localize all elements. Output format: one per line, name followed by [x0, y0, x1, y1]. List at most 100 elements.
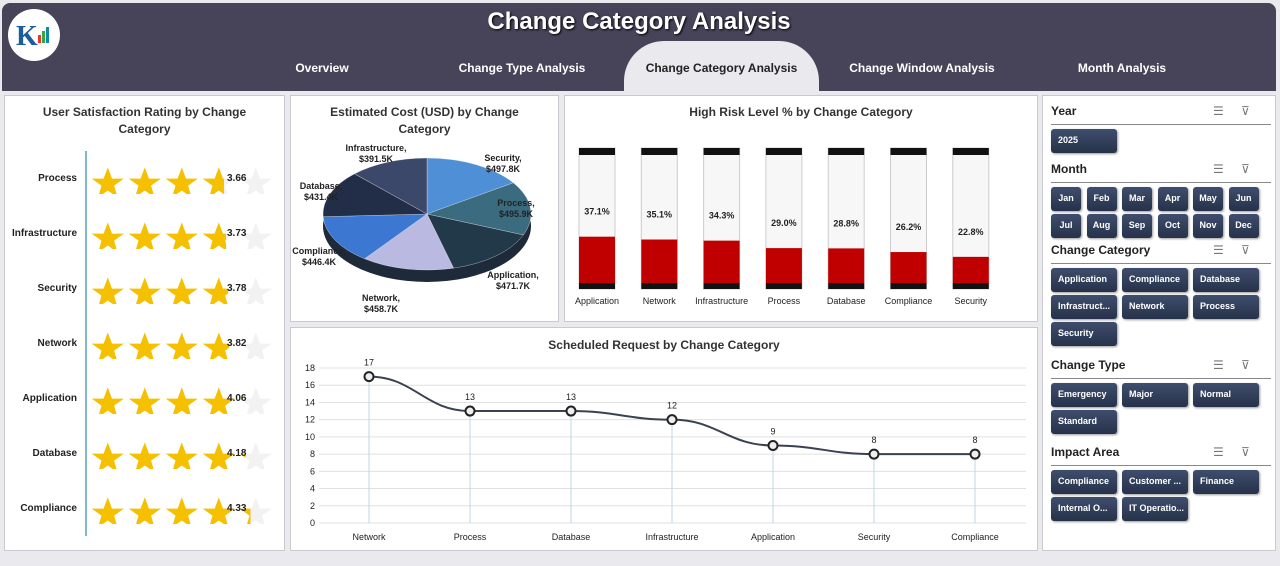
- clear-filter-icon[interactable]: ⊽: [1241, 104, 1250, 118]
- clear-filter-icon[interactable]: ⊽: [1241, 162, 1250, 176]
- slicer-button-impact[interactable]: IT Operatio...: [1122, 497, 1188, 521]
- risk-category-label: Compliance: [885, 296, 933, 306]
- star-icon: [165, 167, 198, 194]
- multi-select-icon[interactable]: ☰: [1213, 104, 1224, 118]
- slicer-button-category[interactable]: Process: [1193, 295, 1259, 319]
- pie-label-line: Application,: [487, 270, 539, 280]
- tab-change-window-analysis[interactable]: Change Window Analysis: [849, 61, 995, 75]
- tube-cap: [828, 148, 865, 155]
- multi-select-icon[interactable]: ☰: [1213, 358, 1224, 372]
- star-icon: [202, 222, 235, 249]
- rating-label: Infrastructure: [11, 228, 77, 239]
- pie-title: Estimated Cost (USD) by Change Category: [330, 105, 519, 136]
- risk-category-label: Application: [575, 296, 619, 306]
- slicer-divider: [1051, 465, 1271, 466]
- slicer-button-type[interactable]: Standard: [1051, 410, 1117, 434]
- multi-select-icon[interactable]: ☰: [1213, 162, 1224, 176]
- slicer-button-year[interactable]: 2025: [1051, 129, 1117, 153]
- risk-bar-database: [828, 248, 865, 283]
- star-icon: [128, 277, 161, 304]
- rating-value: 3.66: [227, 173, 247, 184]
- slicer-button-impact[interactable]: Customer ...: [1122, 470, 1188, 494]
- tube-base: [641, 283, 678, 289]
- y-tick-label: 2: [310, 501, 315, 511]
- star-icon: [165, 277, 198, 304]
- pie-label: Database, $431.4K: [300, 181, 343, 202]
- slicer-button-month[interactable]: Jun: [1228, 187, 1259, 211]
- slicer-button-month[interactable]: May: [1193, 187, 1223, 211]
- slicer-button-month[interactable]: Jan: [1051, 187, 1081, 211]
- slicer-button-category[interactable]: Compliance: [1122, 268, 1188, 292]
- slicer-button-impact[interactable]: Internal O...: [1051, 497, 1117, 521]
- risk-chart: 37.1% Application 35.1% Network 34.3% Infrast…: [575, 147, 990, 306]
- tube-cap: [765, 148, 802, 155]
- line-title: Scheduled Request by Change Category: [548, 338, 780, 352]
- multi-select-icon[interactable]: ☰: [1213, 445, 1224, 459]
- tube-cap: [703, 148, 740, 155]
- star-rating: [91, 222, 272, 249]
- slicer-button-category[interactable]: Database: [1193, 268, 1259, 292]
- slicer-button-month[interactable]: Feb: [1086, 187, 1117, 211]
- x-tick-label: Network: [352, 532, 386, 542]
- slicer-panel: Year ☰ ⊽ 2025 Month ☰ ⊽ Jan Feb Mar Apr May Jun Jul Au…: [1042, 95, 1276, 551]
- slicer-button-type[interactable]: Major: [1122, 383, 1188, 407]
- pie-slice-infrastructure: [354, 157, 428, 215]
- rating-label: Security: [37, 283, 77, 294]
- pie-label: Compliance, $446.4K: [292, 246, 346, 267]
- data-point: [565, 405, 577, 417]
- slicer-button-month[interactable]: Sep: [1122, 214, 1152, 238]
- tab-change-category-analysis[interactable]: Change Category Analysis: [624, 41, 819, 94]
- clear-filter-icon[interactable]: ⊽: [1241, 358, 1250, 372]
- star-icon: [202, 497, 235, 524]
- star-icon: [91, 442, 124, 469]
- slicer-button-month[interactable]: Nov: [1193, 214, 1223, 238]
- slicer-divider: [1051, 124, 1271, 125]
- pie-label: Security, $497.8K: [484, 153, 521, 174]
- star-icon: [165, 442, 198, 469]
- clear-filter-icon[interactable]: ⊽: [1241, 445, 1250, 459]
- header-bar: K Change Category Analysis Overview Chan…: [2, 3, 1276, 94]
- slicer-button-month[interactable]: Mar: [1122, 187, 1152, 211]
- slicer-button-category[interactable]: Security: [1051, 322, 1117, 346]
- rating-label: Compliance: [20, 503, 77, 514]
- risk-bar-network: [641, 239, 678, 283]
- x-tick-label: Application: [751, 532, 795, 542]
- clear-filter-icon[interactable]: ⊽: [1241, 243, 1250, 257]
- slicer-button-impact[interactable]: Finance: [1193, 470, 1259, 494]
- x-tick-label: Process: [454, 532, 487, 542]
- star-icon: [165, 387, 198, 414]
- slicer-button-month[interactable]: Aug: [1086, 214, 1117, 238]
- tab-overview[interactable]: Overview: [295, 61, 349, 75]
- x-tick-label: Database: [552, 532, 591, 542]
- star-icon: [91, 332, 124, 359]
- slicer-button-month[interactable]: Oct: [1157, 214, 1188, 238]
- slicer-button-type[interactable]: Emergency: [1051, 383, 1117, 407]
- tab-month-analysis[interactable]: Month Analysis: [1077, 61, 1167, 75]
- data-point: [969, 448, 981, 460]
- pie-label: Application, $471.7K: [487, 270, 539, 291]
- data-point: [363, 371, 375, 383]
- star-icon: [128, 442, 161, 469]
- pie-label-line: Network,: [362, 293, 400, 303]
- star-icon: [165, 332, 198, 359]
- rating-value: 4.33: [227, 503, 247, 514]
- slicer-button-category[interactable]: Application: [1051, 268, 1117, 292]
- data-label: 13: [566, 392, 576, 402]
- pie-label-line: Security,: [484, 153, 521, 163]
- y-tick-label: 18: [305, 363, 315, 373]
- star-icon: [239, 497, 272, 524]
- pie-label-line: $471.7K: [496, 281, 531, 291]
- slicer-divider: [1051, 263, 1271, 264]
- cost-pie-panel: Estimated Cost (USD) by Change Category …: [290, 95, 559, 322]
- multi-select-icon[interactable]: ☰: [1213, 243, 1224, 257]
- slicer-button-month[interactable]: Dec: [1228, 214, 1259, 238]
- slicer-button-category[interactable]: Infrastruct...: [1051, 295, 1117, 319]
- slicer-button-type[interactable]: Normal: [1193, 383, 1259, 407]
- svg-text:K: K: [16, 21, 38, 52]
- slicer-button-month[interactable]: Apr: [1157, 187, 1188, 211]
- slicer-title-category: Change Category: [1051, 243, 1151, 257]
- slicer-button-impact[interactable]: Compliance: [1051, 470, 1117, 494]
- tab-change-type-analysis[interactable]: Change Type Analysis: [458, 61, 586, 75]
- slicer-button-category[interactable]: Network: [1122, 295, 1188, 319]
- slicer-button-month[interactable]: Jul: [1051, 214, 1081, 238]
